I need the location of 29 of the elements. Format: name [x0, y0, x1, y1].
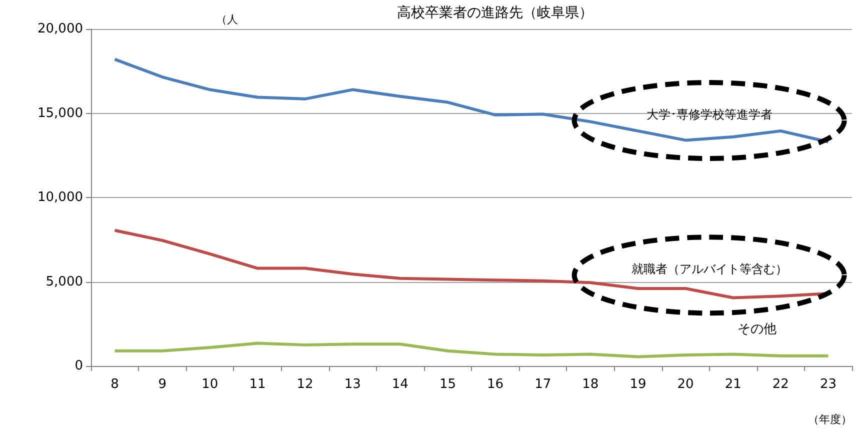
y-tick-label: 5,000 — [46, 274, 83, 290]
x-tick-label: 14 — [392, 377, 408, 392]
line-series — [113, 58, 830, 144]
x-tick-label: 17 — [534, 377, 552, 392]
x-tick-label: 21 — [724, 377, 742, 392]
chart-title: 高校卒業者の進路先（岐阜県） — [397, 5, 593, 21]
x-axis-title: （年度） — [808, 413, 852, 426]
x-tick-label: 10 — [202, 377, 218, 392]
x-tick-label: 16 — [487, 377, 504, 392]
y-tick-label: 15,000 — [38, 106, 83, 121]
line-series — [113, 342, 830, 358]
series-label: 就職者（アルバイト等含む） — [631, 262, 788, 276]
x-tick-label: 9 — [158, 377, 166, 392]
series-label: 大学･専修学校等進学者 — [646, 108, 772, 122]
x-tick-label: 23 — [820, 377, 836, 392]
x-tick-label: 12 — [296, 377, 314, 392]
x-tick-label: 19 — [630, 377, 646, 392]
x-tick-label: 8 — [110, 377, 119, 392]
x-tick-label: 22 — [772, 377, 789, 392]
x-tick-label: 20 — [677, 377, 694, 392]
x-tick-label: 15 — [439, 377, 456, 392]
y-tick-label: 10,000 — [38, 190, 83, 205]
x-tick-label: 11 — [249, 377, 266, 392]
x-tick-label: 18 — [582, 377, 599, 392]
y-tick-label: 20,000 — [38, 22, 83, 36]
y-tick-label: 0 — [74, 358, 83, 374]
y-axis-title: （人 — [216, 13, 238, 26]
series-label: その他 — [737, 322, 776, 338]
x-tick-label: 13 — [344, 377, 361, 392]
